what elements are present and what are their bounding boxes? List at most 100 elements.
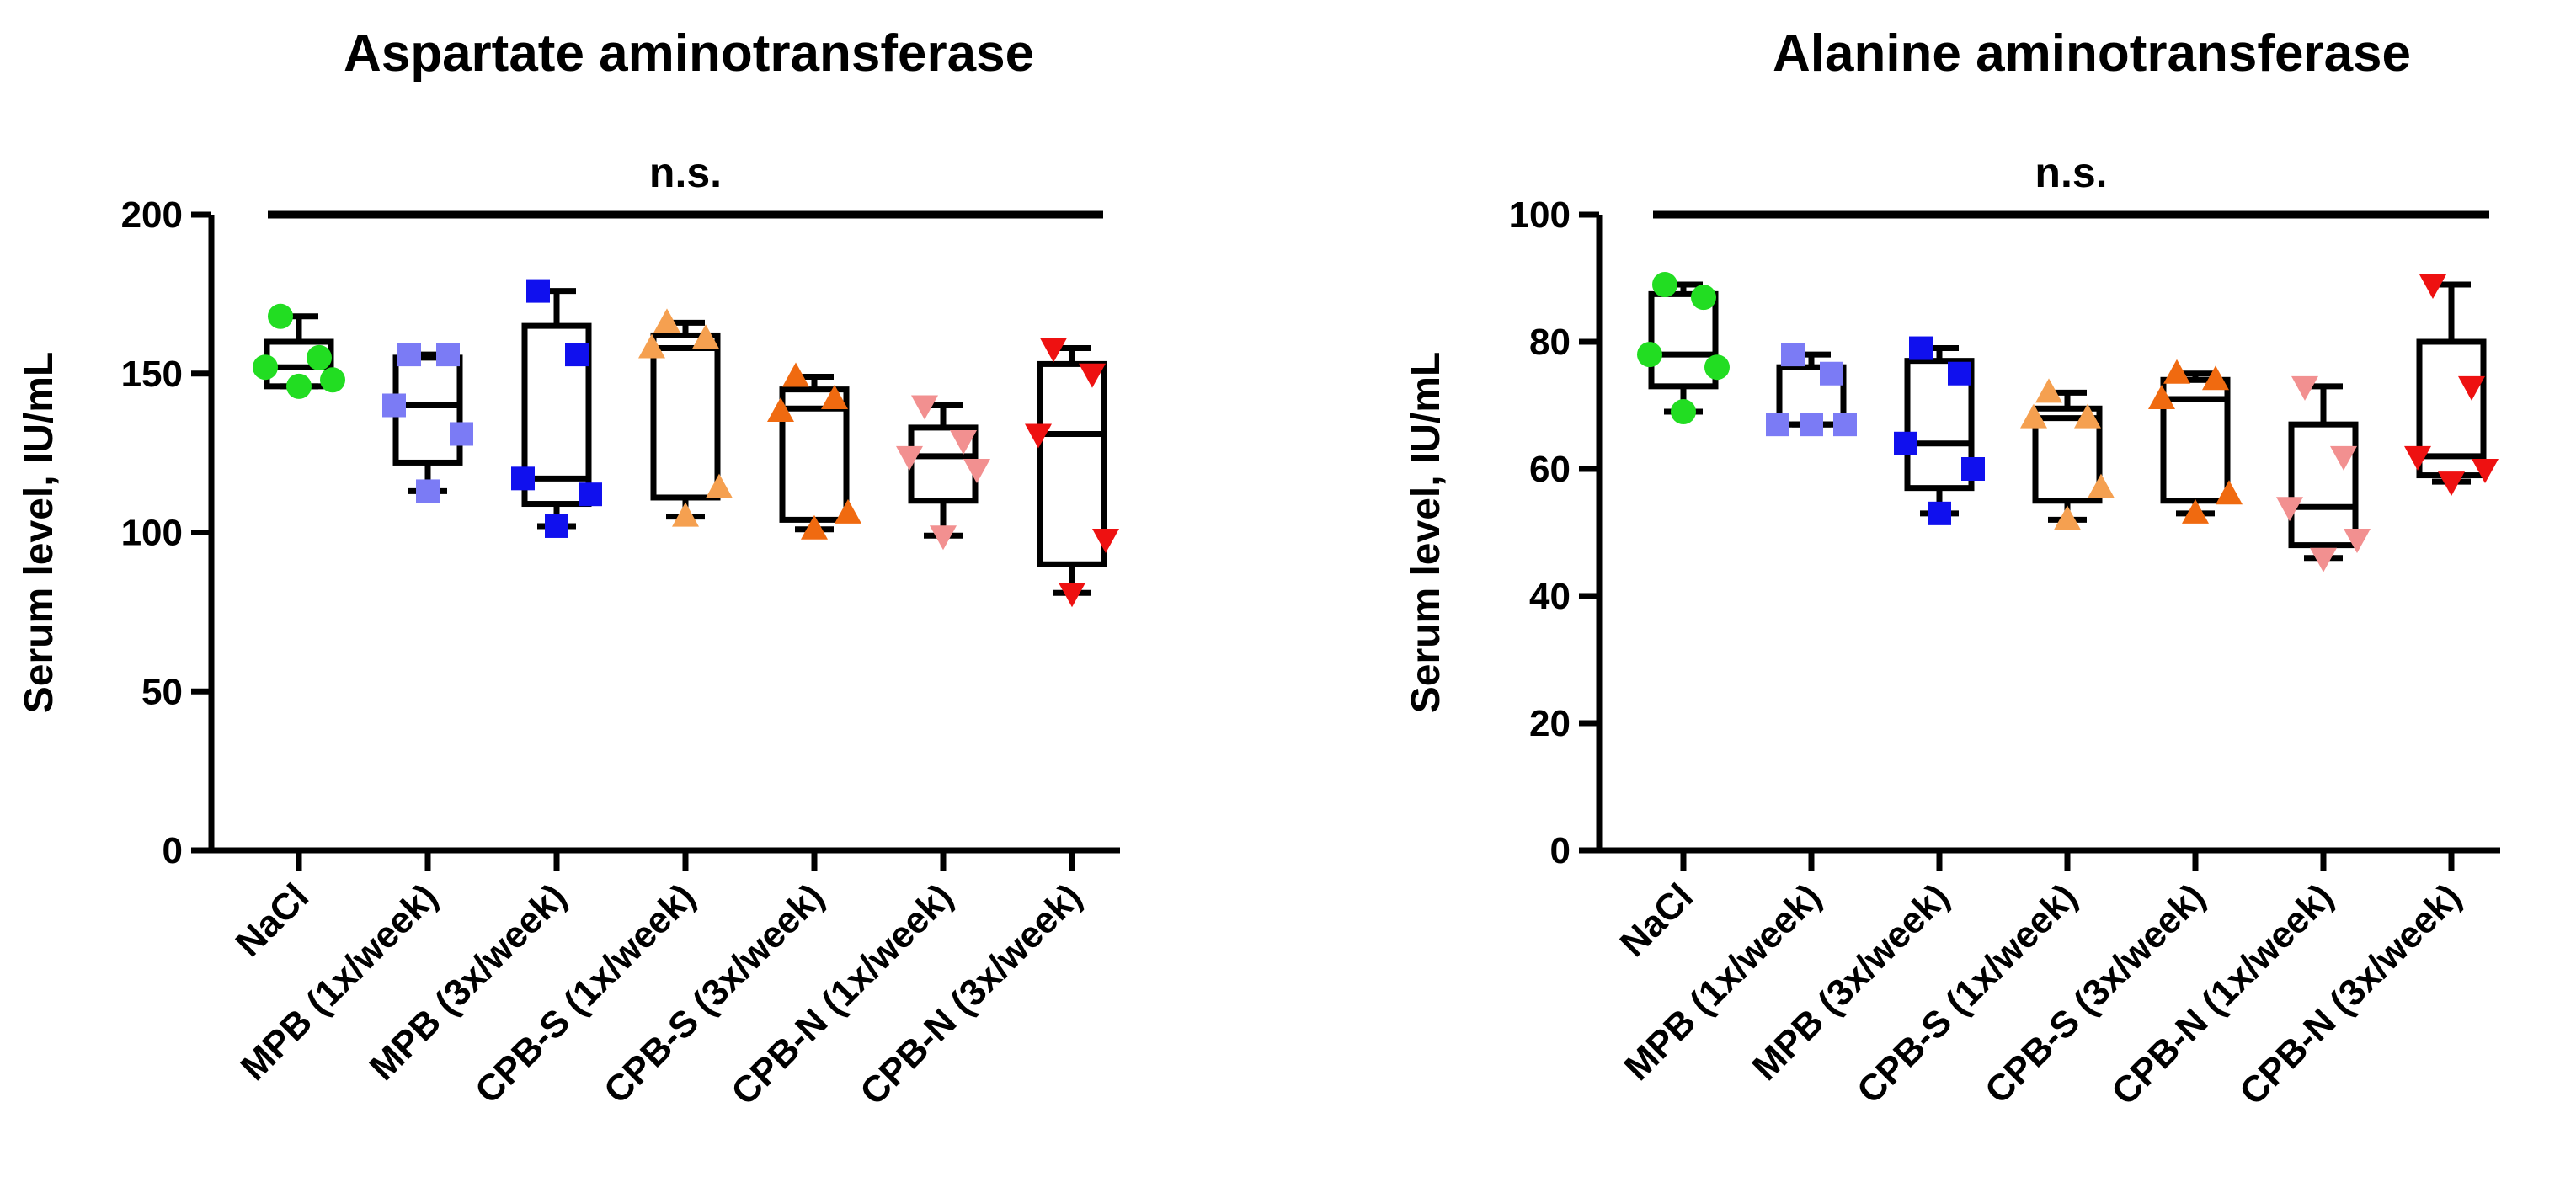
y-tick-label: 50 bbox=[141, 671, 183, 712]
chart-title: Alanine aminotransferase bbox=[1773, 24, 2411, 83]
data-point bbox=[1800, 413, 1823, 437]
data-point bbox=[545, 514, 568, 538]
data-point bbox=[526, 279, 550, 303]
y-axis-label: Serum level, IU/mL bbox=[17, 352, 61, 714]
ast-chart-panel: Aspartate aminotransferase Serum level, I… bbox=[17, 24, 1120, 1113]
data-point bbox=[1079, 363, 1106, 388]
y-axis-label: Serum level, IU/mL bbox=[1404, 352, 1448, 714]
significance-label: n.s. bbox=[2035, 149, 2107, 196]
data-point bbox=[382, 393, 406, 418]
data-point bbox=[911, 395, 938, 420]
box-group-5 bbox=[767, 362, 861, 540]
data-point bbox=[2458, 375, 2485, 401]
box-group-7 bbox=[2404, 274, 2499, 497]
x-tick-label: CPB-S (3x/week) bbox=[1977, 876, 2213, 1111]
data-point bbox=[692, 324, 719, 349]
box-group-1 bbox=[253, 303, 345, 399]
data-point bbox=[2310, 547, 2337, 572]
box-group-4 bbox=[2020, 378, 2115, 530]
data-point bbox=[1025, 423, 1052, 449]
y-tick-label: 80 bbox=[1529, 322, 1571, 363]
data-point bbox=[1766, 413, 1789, 437]
y-tick-label: 20 bbox=[1529, 703, 1571, 744]
y-tick-label: 60 bbox=[1529, 449, 1571, 490]
data-point bbox=[2182, 498, 2209, 524]
data-point bbox=[511, 466, 535, 491]
data-point bbox=[1059, 583, 1085, 608]
data-point bbox=[397, 343, 421, 367]
data-point bbox=[801, 514, 828, 540]
box-iqr bbox=[650, 332, 721, 501]
data-point bbox=[1637, 342, 1662, 368]
data-point bbox=[320, 367, 345, 393]
box-iqr bbox=[1904, 358, 1975, 492]
data-point bbox=[436, 343, 460, 367]
data-point bbox=[565, 343, 589, 367]
data-point bbox=[821, 384, 848, 409]
box-iqr bbox=[521, 322, 592, 508]
data-point bbox=[416, 479, 440, 503]
data-point bbox=[2472, 459, 2499, 483]
x-tick-label: CPB-N (3x/week) bbox=[2232, 876, 2469, 1113]
data-point bbox=[1820, 361, 1843, 386]
data-point bbox=[1040, 338, 1067, 363]
box-iqr bbox=[1037, 360, 1107, 567]
data-point bbox=[1961, 457, 1985, 481]
x-tick-label: CPB-N (1x/week) bbox=[723, 876, 961, 1113]
significance-label: n.s. bbox=[649, 149, 722, 196]
data-point bbox=[286, 373, 312, 399]
data-point bbox=[1894, 431, 1917, 455]
box-group-2 bbox=[1766, 343, 1857, 437]
x-tick-label: NaCl bbox=[1613, 876, 1702, 965]
data-point bbox=[268, 303, 293, 329]
data-point bbox=[1691, 285, 1716, 311]
chart-title: Aspartate aminotransferase bbox=[344, 24, 1034, 83]
data-point bbox=[950, 430, 977, 455]
data-point bbox=[253, 354, 278, 381]
box-group-7 bbox=[1025, 338, 1119, 608]
x-tick-label: CPB-N (1x/week) bbox=[2104, 876, 2341, 1113]
data-point bbox=[2438, 471, 2465, 497]
box-group-3 bbox=[1894, 336, 1985, 525]
data-point bbox=[307, 344, 332, 370]
x-tick-label: CPB-S (3x/week) bbox=[596, 876, 832, 1111]
data-point bbox=[2020, 403, 2047, 429]
data-point bbox=[1909, 336, 1933, 360]
data-point bbox=[1704, 354, 1730, 381]
data-point bbox=[653, 308, 680, 333]
y-tick-label: 200 bbox=[121, 194, 183, 236]
y-tick-label: 150 bbox=[121, 354, 183, 395]
data-point bbox=[1781, 343, 1805, 367]
box-group-6 bbox=[896, 395, 990, 551]
box-group-2 bbox=[382, 343, 473, 503]
x-tick-label: CPB-S (1x/week) bbox=[467, 876, 703, 1111]
data-point bbox=[963, 459, 990, 483]
data-point bbox=[2054, 505, 2081, 530]
data-point bbox=[930, 525, 957, 551]
y-tick-label: 40 bbox=[1529, 576, 1571, 617]
data-point bbox=[672, 502, 699, 527]
y-tick-label: 100 bbox=[121, 513, 183, 554]
data-point bbox=[2276, 497, 2303, 522]
box-group-5 bbox=[2148, 359, 2243, 524]
data-point bbox=[2419, 274, 2446, 300]
data-point bbox=[1671, 399, 1696, 425]
data-point bbox=[2344, 529, 2371, 554]
data-point bbox=[767, 397, 794, 423]
data-point bbox=[782, 362, 809, 387]
y-tick-label: 0 bbox=[163, 830, 183, 871]
box-iqr bbox=[2032, 405, 2103, 504]
alt-chart-panel: Alanine aminotransferase Serum level, IU/… bbox=[1288, 0, 2576, 1198]
data-point bbox=[2035, 378, 2062, 403]
data-point bbox=[2074, 403, 2101, 429]
data-point bbox=[1948, 361, 1971, 386]
data-point bbox=[2404, 445, 2431, 471]
data-point bbox=[2216, 480, 2243, 505]
box-group-4 bbox=[638, 308, 733, 527]
box-group-3 bbox=[511, 279, 602, 538]
data-point bbox=[2202, 365, 2229, 391]
x-tick-label: CPB-N (3x/week) bbox=[852, 876, 1090, 1113]
data-point bbox=[450, 422, 473, 446]
data-point bbox=[1652, 272, 1677, 298]
x-tick-label: NaCl bbox=[228, 876, 317, 965]
